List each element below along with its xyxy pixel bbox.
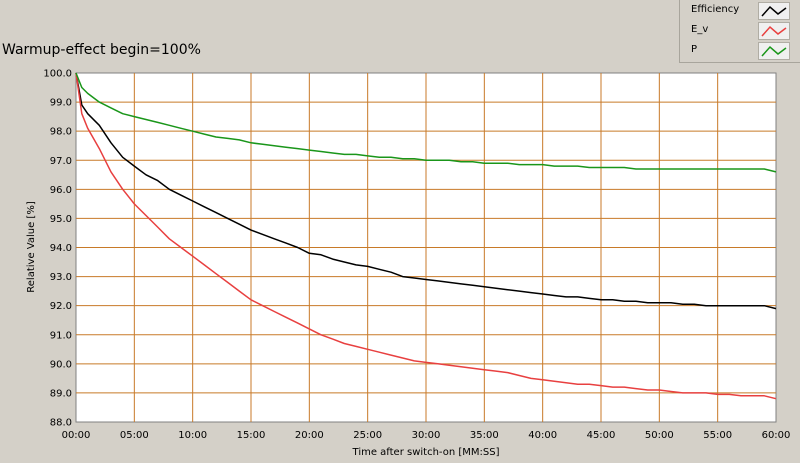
x-tick-label: 25:00 bbox=[353, 430, 382, 441]
y-tick-label: 98.0 bbox=[50, 127, 72, 138]
y-tick-label: 92.0 bbox=[50, 301, 72, 312]
series-line-e-v bbox=[75, 72, 777, 400]
y-tick-label: 95.0 bbox=[50, 214, 72, 225]
grid bbox=[76, 73, 776, 422]
legend-item-efficiency: Efficiency bbox=[680, 1, 800, 20]
y-tick-label: 99.0 bbox=[50, 98, 72, 109]
legend-label-ev: E_v bbox=[691, 24, 709, 35]
series-line-p bbox=[75, 72, 777, 173]
legend-swatch-ev bbox=[758, 22, 790, 40]
x-tick-label: 40:00 bbox=[528, 430, 557, 441]
y-tick-label: 91.0 bbox=[50, 330, 72, 341]
series-group bbox=[75, 72, 777, 400]
x-tick-label: 60:00 bbox=[762, 430, 791, 441]
legend-swatch-efficiency bbox=[758, 2, 790, 20]
legend-item-p: P bbox=[680, 41, 800, 60]
y-tick-label: 97.0 bbox=[50, 156, 72, 167]
legend-label-efficiency: Efficiency bbox=[691, 4, 740, 15]
legend-item-ev: E_v bbox=[680, 21, 800, 40]
y-tick-label: 88.0 bbox=[50, 418, 72, 429]
legend-swatch-p bbox=[758, 42, 790, 60]
series-line-efficiency bbox=[75, 72, 777, 310]
x-tick-label: 35:00 bbox=[470, 430, 499, 441]
y-axis-label: Relative Value [%] bbox=[26, 201, 37, 293]
y-tick-label: 90.0 bbox=[50, 359, 72, 370]
x-tick-label: 30:00 bbox=[412, 430, 441, 441]
x-axis-label: Time after switch-on [MM:SS] bbox=[352, 447, 500, 458]
x-axis-ticks: 00:00 05:00 10:00 15:00 20:00 25:00 30:00 35:00… bbox=[62, 430, 791, 441]
chart-title: Warmup-effect begin=100% bbox=[2, 42, 201, 58]
x-tick-label: 00:00 bbox=[62, 430, 91, 441]
y-axis-ticks: 100.0 99.0 98.0 97.0 96.0 95.0 94.0 93.0 92.0 91.… bbox=[43, 69, 72, 429]
y-tick-label: 94.0 bbox=[50, 243, 72, 254]
legend-label-p: P bbox=[691, 44, 698, 55]
x-tick-label: 50:00 bbox=[645, 430, 674, 441]
x-tick-label: 45:00 bbox=[587, 430, 616, 441]
y-tick-label: 89.0 bbox=[50, 388, 72, 399]
x-tick-label: 20:00 bbox=[295, 430, 324, 441]
x-tick-label: 55:00 bbox=[703, 430, 732, 441]
x-tick-label: 15:00 bbox=[237, 430, 266, 441]
y-tick-label: 96.0 bbox=[50, 185, 72, 196]
x-tick-label: 05:00 bbox=[120, 430, 149, 441]
y-tick-label: 100.0 bbox=[43, 69, 72, 80]
legend: Efficiency E_v P bbox=[679, 0, 800, 63]
y-tick-label: 93.0 bbox=[50, 272, 72, 283]
x-tick-label: 10:00 bbox=[178, 430, 207, 441]
